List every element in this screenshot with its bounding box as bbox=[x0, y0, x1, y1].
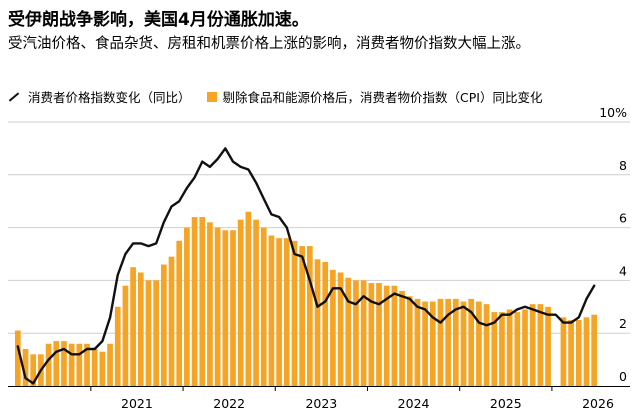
bar bbox=[337, 272, 344, 386]
bar bbox=[22, 349, 29, 386]
bar bbox=[306, 246, 313, 386]
bar bbox=[314, 259, 321, 386]
bar bbox=[222, 230, 229, 386]
x-tick-label: 2021 bbox=[121, 396, 153, 411]
bar bbox=[45, 343, 52, 386]
bar bbox=[176, 240, 183, 386]
bar-series bbox=[14, 211, 598, 386]
bar bbox=[583, 317, 590, 386]
chart-title: 受伊朗战争影响，美国4月份通胀加速。 bbox=[8, 10, 309, 30]
bar bbox=[391, 285, 398, 386]
bar bbox=[575, 320, 582, 386]
bar bbox=[452, 298, 459, 386]
bar bbox=[199, 217, 206, 386]
bar bbox=[422, 301, 428, 386]
bar bbox=[122, 285, 129, 386]
bar bbox=[260, 227, 267, 386]
x-tick-label: 2025 bbox=[490, 396, 522, 411]
bar bbox=[529, 304, 536, 386]
cpi-line bbox=[16, 147, 596, 385]
bar bbox=[230, 230, 236, 386]
bar bbox=[283, 238, 290, 386]
y-tick-label: 10% bbox=[599, 105, 627, 120]
bar bbox=[537, 304, 544, 386]
bar bbox=[406, 296, 413, 386]
bar bbox=[360, 280, 367, 386]
bar bbox=[91, 349, 98, 386]
bar bbox=[345, 277, 352, 386]
bar bbox=[114, 306, 121, 386]
y-tick-label: 0 bbox=[619, 369, 627, 384]
bar bbox=[322, 261, 329, 386]
bar bbox=[568, 320, 574, 386]
bar bbox=[30, 354, 37, 386]
bar bbox=[191, 217, 198, 386]
bar bbox=[514, 312, 521, 386]
bar bbox=[214, 227, 221, 386]
bar bbox=[491, 312, 498, 386]
legend-bar-label: 剔除食品和能源价格后，消费者物价指数（CPI）同比变化 bbox=[222, 90, 543, 105]
bar bbox=[429, 301, 436, 386]
bar bbox=[207, 222, 213, 386]
bar bbox=[14, 330, 21, 386]
bar bbox=[414, 298, 421, 386]
legend: 消费者价格指数变化（同比） 剔除食品和能源价格后，消费者物价指数（CPI）同比变… bbox=[8, 87, 542, 106]
y-tick-labels: 0 2 4 6 8 10% bbox=[599, 105, 627, 384]
bar bbox=[245, 211, 252, 386]
bar bbox=[107, 343, 113, 386]
bar bbox=[545, 306, 551, 386]
y-tick-label: 6 bbox=[619, 211, 627, 226]
bar bbox=[560, 317, 567, 386]
bar bbox=[153, 280, 160, 386]
bar bbox=[76, 343, 83, 386]
y-tick-label: 2 bbox=[619, 316, 627, 331]
bar bbox=[253, 219, 259, 386]
bar bbox=[84, 343, 90, 386]
bar bbox=[61, 341, 67, 386]
bar bbox=[476, 301, 482, 386]
bar bbox=[437, 298, 444, 386]
bar bbox=[506, 309, 513, 386]
bar bbox=[160, 264, 167, 386]
bar bbox=[483, 304, 490, 386]
chart-subtitle: 受汽油价格、食品杂货、房租和机票价格上涨的影响，消费者物价指数大幅上涨。 bbox=[8, 36, 530, 52]
bar bbox=[376, 283, 382, 386]
bar bbox=[145, 280, 152, 386]
bar bbox=[184, 227, 190, 386]
bar bbox=[330, 269, 336, 386]
x-tick-label: 2022 bbox=[213, 396, 245, 411]
bar bbox=[445, 298, 452, 386]
y-tick-label: 8 bbox=[619, 158, 627, 173]
bar bbox=[130, 267, 136, 386]
x-tick-label: 2024 bbox=[398, 396, 430, 411]
bar bbox=[399, 290, 405, 386]
bar bbox=[137, 272, 144, 386]
bar bbox=[53, 341, 60, 386]
bar bbox=[299, 246, 306, 386]
bar bbox=[368, 283, 375, 386]
bar bbox=[468, 298, 475, 386]
bar bbox=[168, 256, 175, 386]
bar bbox=[276, 238, 282, 386]
bar bbox=[499, 312, 505, 386]
bar bbox=[268, 235, 275, 386]
bar bbox=[353, 280, 359, 386]
bar bbox=[383, 285, 390, 386]
x-tick-label: 2023 bbox=[305, 396, 337, 411]
bar bbox=[99, 351, 106, 386]
x-tick-labels: 2021 2022 2023 2024 2025 2026 bbox=[90, 386, 614, 411]
line-series bbox=[16, 147, 596, 385]
bar bbox=[68, 343, 75, 386]
x-tick-label: 2026 bbox=[582, 396, 614, 411]
legend-line-label: 消费者价格指数变化（同比） bbox=[28, 90, 191, 105]
bar bbox=[291, 240, 298, 386]
bar bbox=[460, 301, 467, 386]
bar bbox=[591, 314, 598, 386]
bar bbox=[237, 219, 244, 386]
legend-bar-swatch bbox=[206, 91, 217, 102]
bar bbox=[522, 309, 528, 386]
y-tick-label: 4 bbox=[619, 263, 627, 278]
